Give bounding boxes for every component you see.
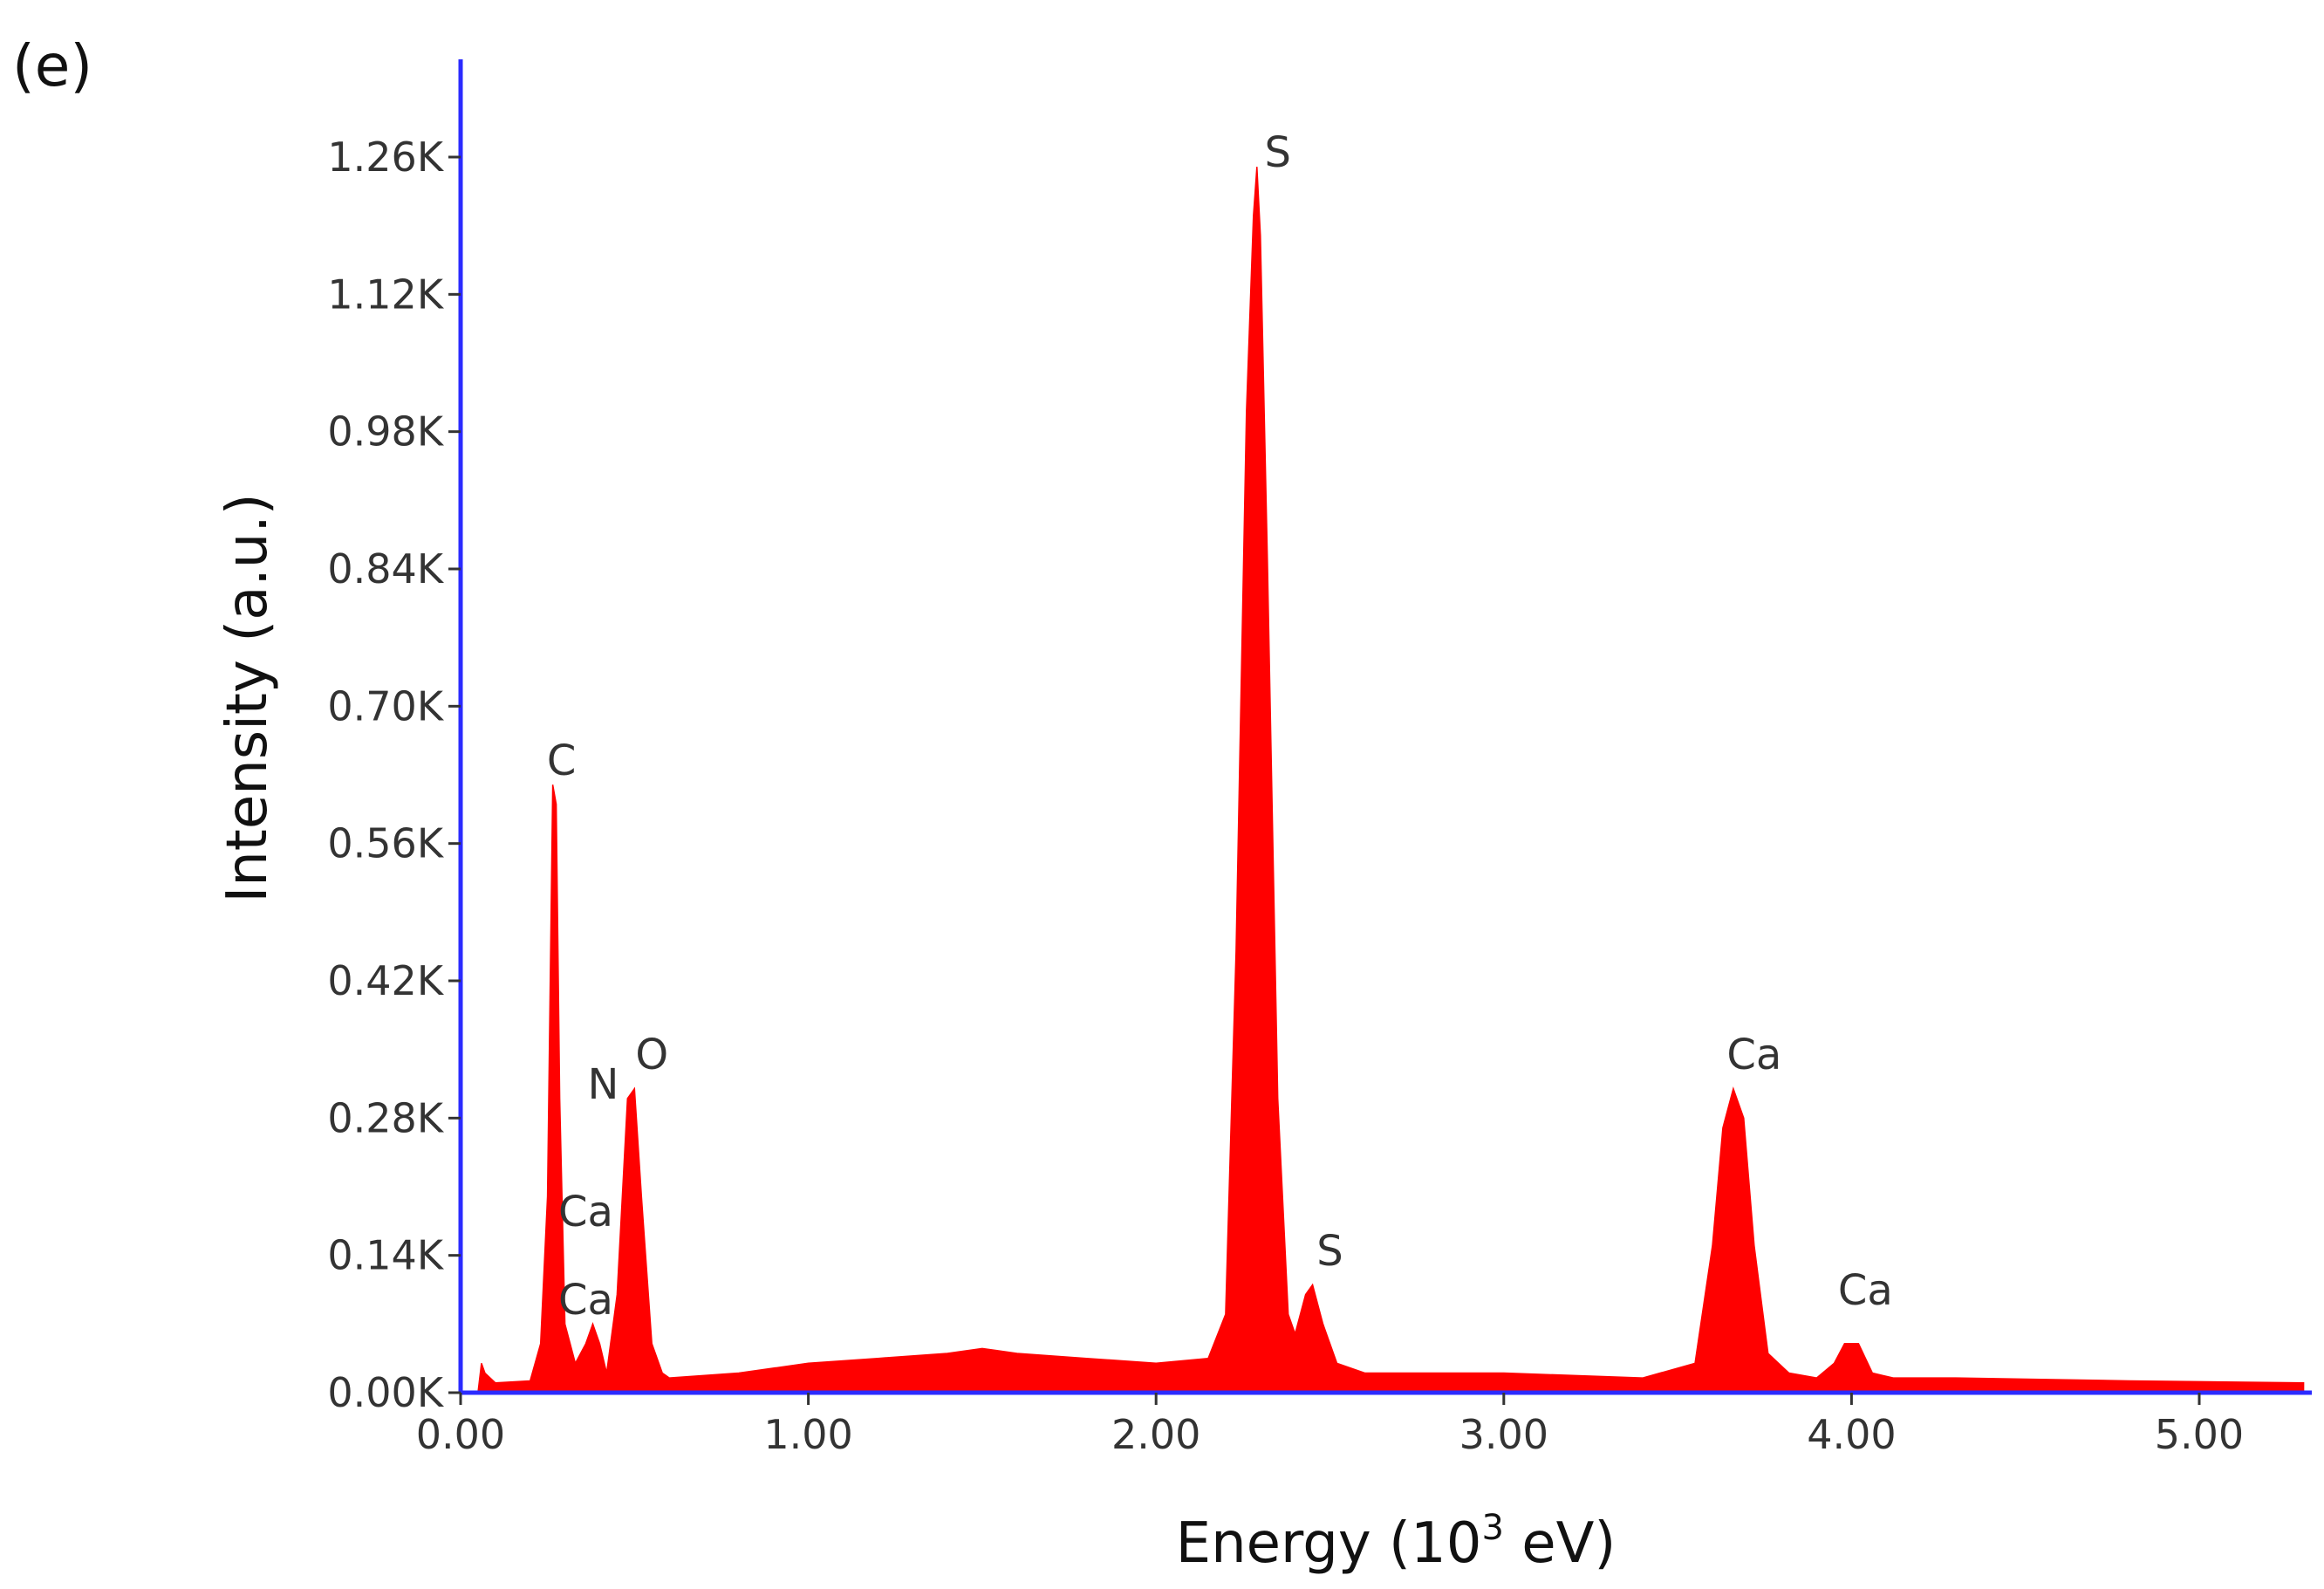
peak-label: O — [635, 1031, 668, 1079]
peak-label: Ca — [1838, 1266, 1893, 1315]
peak-label: Ca — [558, 1276, 613, 1325]
y-axis: 0.00K 0.14K 0.28K 0.42K 0.56K 0.70K 0.84K 0.98K… — [327, 59, 463, 1416]
x-axis: 0.00 1.00 2.00 3.00 4.00 5.00 — [416, 1390, 2312, 1458]
peak-annotations: C NO Ca Ca S S Ca Ca — [547, 128, 1893, 1325]
x-tick-label: 0.00 — [416, 1411, 505, 1458]
y-tick-label: 0.56K — [327, 820, 444, 867]
x-axis-title-main: Energy (10 — [1176, 1511, 1482, 1576]
y-tick-label: 1.12K — [327, 271, 444, 318]
x-axis-title: Energy (103 eV) — [1176, 1508, 1617, 1576]
y-tick-label: 1.26K — [327, 134, 444, 181]
plot-area — [461, 167, 2305, 1394]
peak-label: Ca — [558, 1188, 613, 1236]
panel-label: (e) — [12, 32, 92, 99]
spectrum-area-0 — [461, 167, 2305, 1394]
x-tick-label: 4.00 — [1807, 1411, 1896, 1458]
y-tick-label: 0.28K — [327, 1094, 444, 1141]
y-axis-title: Intensity (a.u.) — [215, 493, 280, 902]
y-tick-label: 0.00K — [327, 1369, 444, 1416]
y-tick-label: 0.14K — [327, 1232, 444, 1279]
y-tick-label: 0.98K — [327, 408, 444, 455]
x-axis-title-superscript: 3 — [1481, 1508, 1503, 1548]
y-tick-label: 0.42K — [327, 957, 444, 1004]
x-tick-label: 3.00 — [1459, 1411, 1548, 1458]
x-tick-label: 5.00 — [2155, 1411, 2244, 1458]
y-tick-label: 0.70K — [327, 682, 444, 729]
peak-label: Ca — [1726, 1031, 1781, 1079]
peak-label: N — [587, 1060, 619, 1109]
x-tick-label: 2.00 — [1111, 1411, 1200, 1458]
x-axis-title-unit: eV) — [1504, 1511, 1616, 1576]
peak-label: S — [1264, 128, 1290, 177]
x-tick-label: 1.00 — [763, 1411, 852, 1458]
peak-label: S — [1316, 1227, 1343, 1276]
y-tick-label: 0.84K — [327, 545, 444, 592]
peak-label: C — [547, 736, 577, 785]
